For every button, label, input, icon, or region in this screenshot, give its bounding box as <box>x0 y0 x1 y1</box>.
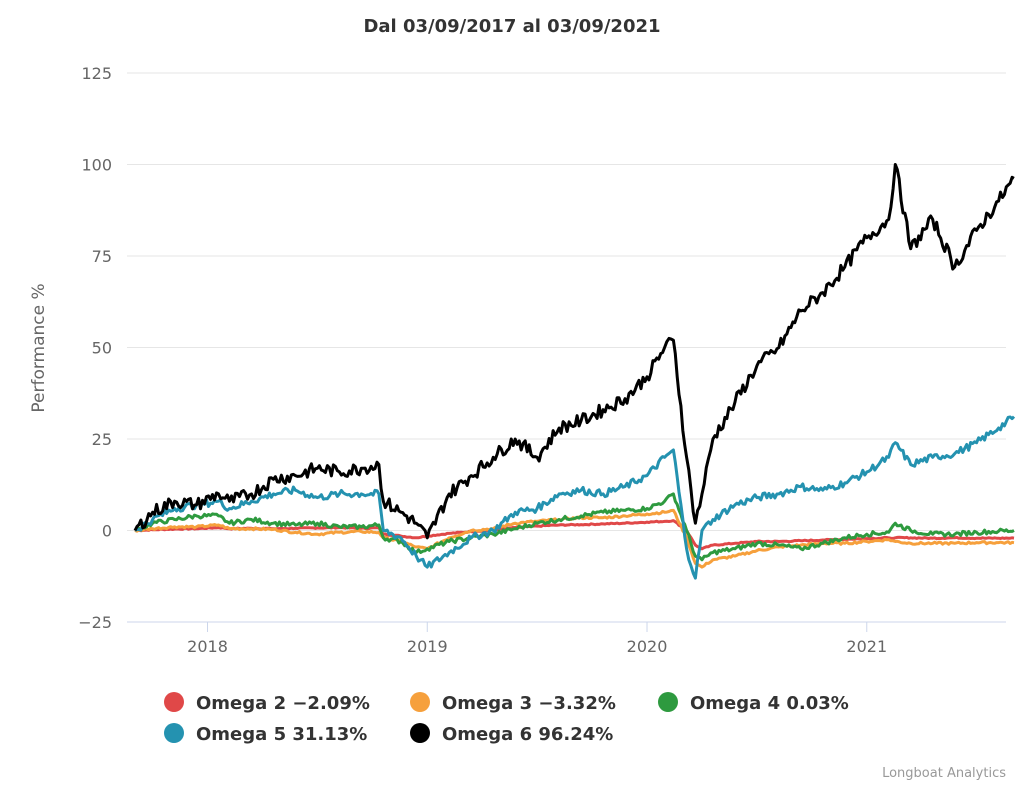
legend-label: Omega 5 31.13% <box>196 724 367 745</box>
series-line-omega-4[interactable] <box>133 492 1015 562</box>
y-tick-label: −25 <box>78 613 112 632</box>
x-tick-label: 2020 <box>627 637 668 656</box>
legend: Omega 2 −2.09% Omega 3 −3.32% Omega 4 0.03… <box>164 692 849 745</box>
chart-title: Dal 03/09/2017 al 03/09/2021 <box>363 16 660 37</box>
series-line-omega-6[interactable] <box>133 163 1015 540</box>
legend-marker-icon <box>410 723 430 743</box>
legend-item[interactable]: Omega 3 −3.32% <box>410 692 616 714</box>
x-tick-label: 2019 <box>407 637 448 656</box>
x-tick-label: 2021 <box>846 637 887 656</box>
y-axis-label: Performance % <box>29 283 49 412</box>
y-tick-label: 25 <box>92 430 112 449</box>
series-group <box>133 163 1016 580</box>
legend-item[interactable]: Omega 6 96.24% <box>410 723 613 745</box>
x-axis: 2018 2019 2020 2021 <box>187 622 887 656</box>
legend-item[interactable]: Omega 5 31.13% <box>164 723 367 745</box>
y-tick-label: 50 <box>92 339 112 358</box>
legend-item[interactable]: Omega 2 −2.09% <box>164 692 370 714</box>
legend-marker-icon <box>658 692 678 712</box>
credits-label[interactable]: Longboat Analytics <box>882 766 1006 781</box>
legend-marker-icon <box>410 692 430 712</box>
legend-label: Omega 3 −3.32% <box>442 693 616 714</box>
y-tick-label: 0 <box>102 522 112 541</box>
legend-label: Omega 2 −2.09% <box>196 693 370 714</box>
legend-marker-icon <box>164 692 184 712</box>
series-line-omega-2[interactable] <box>134 519 1015 551</box>
y-tick-label: 100 <box>81 156 112 175</box>
legend-marker-icon <box>164 723 184 743</box>
x-tick-label: 2018 <box>187 637 228 656</box>
legend-label: Omega 6 96.24% <box>442 724 613 745</box>
series-line-omega-5[interactable] <box>134 415 1016 580</box>
y-tick-label: 125 <box>81 64 112 83</box>
y-axis-ticks: −25 0 25 50 75 100 125 <box>78 64 112 632</box>
legend-label: Omega 4 0.03% <box>690 693 849 714</box>
y-tick-label: 75 <box>92 247 112 266</box>
legend-item[interactable]: Omega 4 0.03% <box>658 692 849 714</box>
